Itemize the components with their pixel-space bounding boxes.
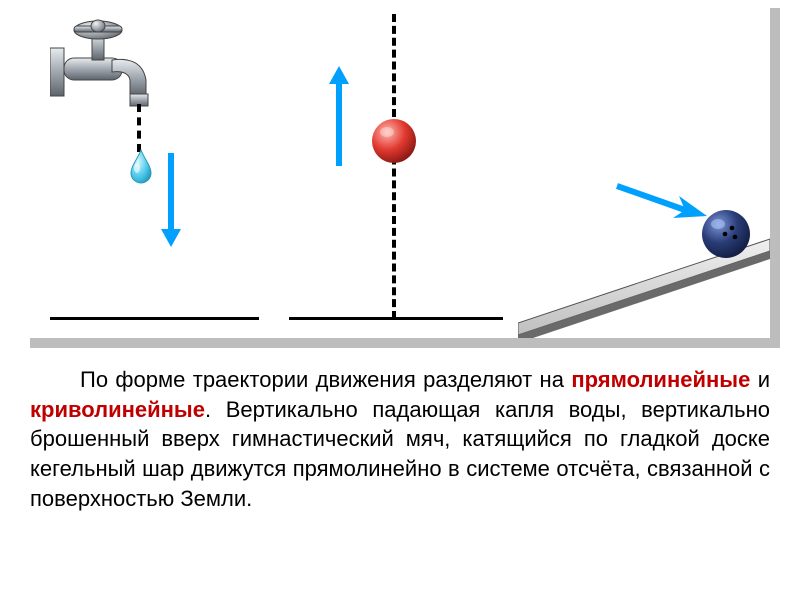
- keyword-curved: криволинейные: [30, 397, 205, 422]
- page: По форме траектории движения разделяют н…: [0, 0, 800, 600]
- ground-line-1: [50, 317, 259, 320]
- red-ball-icon: [366, 113, 422, 169]
- faucet-icon: [50, 16, 180, 116]
- ground-line-2: [289, 317, 503, 320]
- arrow-down-icon: [164, 153, 178, 248]
- caption-and: и: [750, 367, 770, 392]
- diagram-frame: [30, 8, 780, 348]
- caption-text: По форме траектории движения разделяют н…: [30, 365, 770, 513]
- arrow-up-icon: [329, 66, 349, 166]
- arrow-diag-icon: [613, 180, 713, 235]
- panel-ball-up: [274, 8, 518, 338]
- panel-faucet: [30, 8, 274, 338]
- caption-part1: По форме траектории движения разделяют н…: [80, 367, 571, 392]
- keyword-straight: прямолинейные: [571, 367, 750, 392]
- trajectory-dash-drop: [137, 104, 141, 152]
- ramp-icon: [518, 8, 770, 338]
- water-drop-icon: [129, 148, 153, 184]
- panel-ramp: [518, 8, 770, 338]
